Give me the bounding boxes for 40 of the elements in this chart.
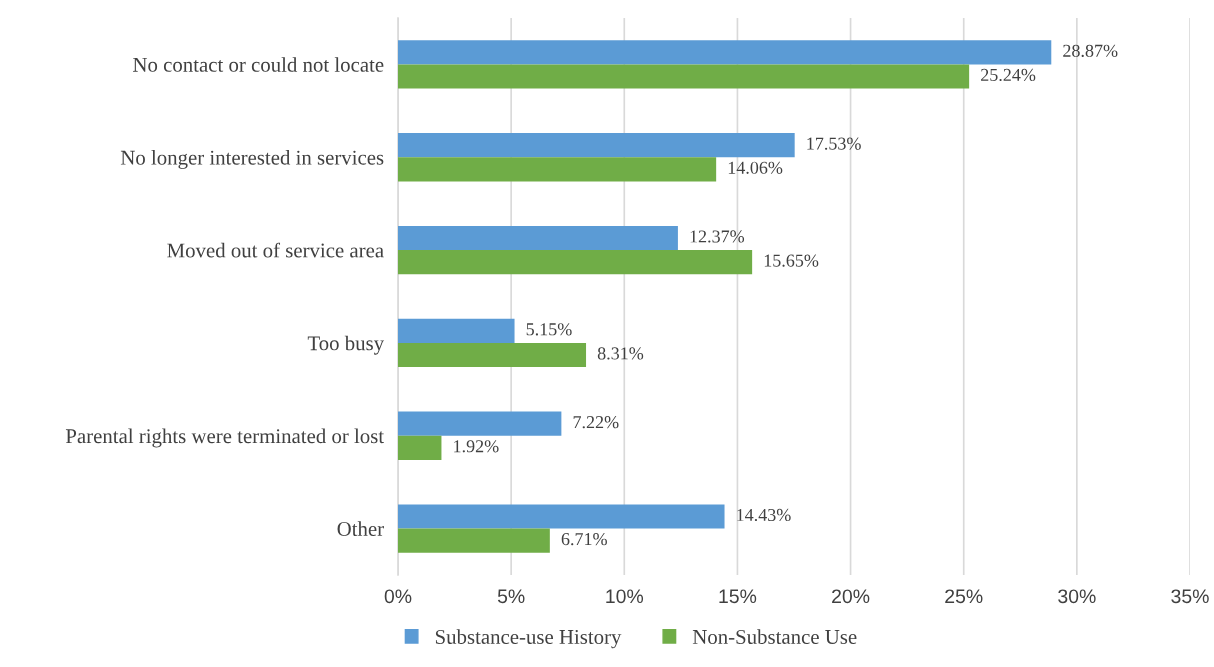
data-label: 25.24%: [981, 68, 1036, 82]
x-tick-label: 30%: [1058, 589, 1096, 604]
x-tick-label: 25%: [945, 589, 983, 604]
data-label: 14.43%: [737, 508, 791, 522]
y-tick-label: Moved out of service area: [167, 242, 384, 258]
data-label: 12.37%: [690, 230, 745, 243]
bar: [398, 528, 550, 553]
x-tick-label: 10%: [606, 589, 644, 604]
data-label: 15.65%: [764, 254, 819, 267]
data-label: 1.92%: [454, 440, 499, 453]
bar: [398, 435, 442, 460]
x-tick-label: 20%: [832, 589, 870, 604]
bar: [398, 342, 587, 368]
data-label: 5.15%: [526, 323, 572, 336]
bar: [398, 64, 970, 89]
legend-label: Substance-use History: [435, 629, 622, 649]
x-tick-label: 35%: [1171, 589, 1209, 604]
bar: [398, 411, 562, 436]
y-tick-label: No contact or could not locate: [133, 57, 384, 72]
y-tick-label: Parental rights were terminated or lost: [65, 428, 384, 448]
data-label: 17.53%: [807, 137, 861, 150]
data-label: 8.31%: [597, 347, 644, 360]
data-label: 28.87%: [1063, 44, 1118, 57]
legend-label: Non-Substance Use: [692, 629, 857, 644]
data-label: 7.22%: [573, 416, 619, 429]
data-label: 6.71%: [561, 532, 607, 546]
x-tick-label: 15%: [719, 589, 757, 604]
y-tick-label: Other: [337, 521, 384, 537]
bar: [398, 40, 1052, 65]
bar: [398, 133, 795, 158]
x-tick-label: 0%: [384, 589, 412, 604]
bar: [398, 504, 725, 529]
bar: [398, 250, 753, 275]
bar: [398, 225, 678, 251]
y-tick-label: Too busy: [307, 335, 385, 355]
x-tick-label: 5%: [497, 589, 525, 604]
data-label: 14.06%: [728, 161, 783, 174]
bar: [398, 318, 515, 343]
y-tick-label: No longer interested in services: [120, 150, 384, 169]
bar: [398, 157, 717, 182]
